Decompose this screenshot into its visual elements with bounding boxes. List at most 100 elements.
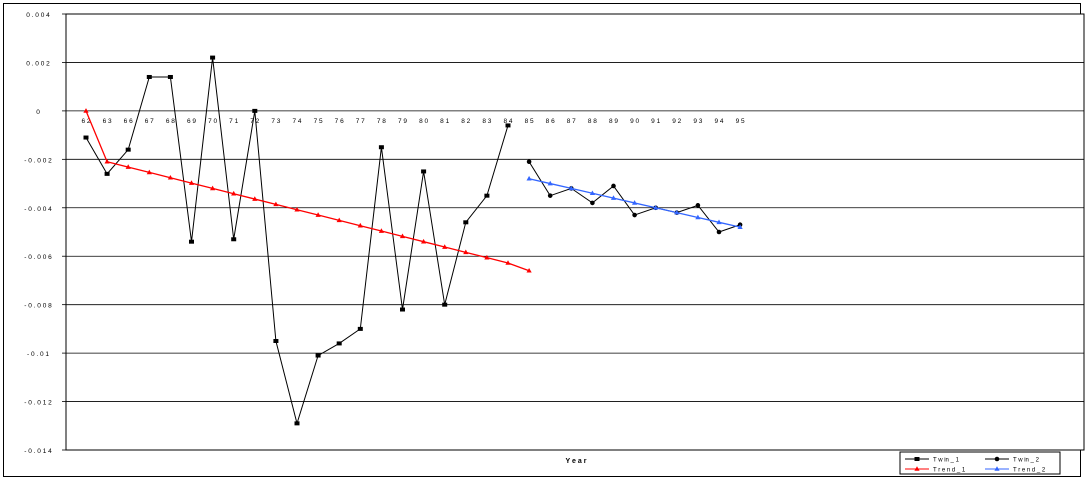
data-point [737, 224, 743, 229]
legend-marker [994, 466, 1000, 471]
y-tick-label: - 0 . 0 0 4 [24, 206, 52, 213]
data-point [189, 239, 194, 244]
data-point [357, 222, 363, 228]
x-tick-label: 9 2 [672, 118, 681, 125]
legend-item: T r e n d _ 1 [905, 466, 966, 474]
data-point [315, 212, 321, 217]
x-tick-label: 6 8 [166, 118, 175, 125]
data-point [125, 164, 131, 169]
legend-box [899, 451, 1061, 475]
x-tick-label: 6 9 [187, 118, 196, 125]
data-point [146, 169, 152, 175]
data-point [611, 183, 616, 189]
x-tick-label: 8 0 [419, 118, 428, 125]
x-tick-label: 8 2 [461, 118, 470, 125]
data-point [188, 180, 195, 185]
data-point [568, 185, 574, 191]
data-point [484, 254, 490, 260]
data-point [442, 302, 448, 307]
data-point [421, 169, 427, 174]
legend-label: T r e n d _ 1 [933, 468, 966, 474]
x-tick-label: 9 1 [651, 118, 660, 125]
x-tick-label: 7 4 [292, 118, 301, 125]
data-point [505, 123, 511, 128]
y-axis-tick-labels: 0 . 0 0 4 0 . 0 0 2 0 - 0 . 0 0 2 - 0 . 0 0 … [24, 12, 52, 455]
x-tick-label: 9 4 [714, 118, 723, 125]
data-point [653, 204, 659, 210]
y-tick-label: - 0 . 0 0 6 [24, 254, 52, 261]
legend: T w in _ 1 T w in _ 2 T r e n d _ 1 T r e n… [899, 451, 1061, 475]
x-tick-label: 7 6 [335, 118, 344, 125]
data-point [547, 180, 553, 186]
x-tick-label: 9 5 [736, 118, 745, 125]
series-1 [83, 55, 511, 426]
x-tick-label: 6 3 [103, 118, 112, 125]
data-point [104, 158, 110, 164]
data-point [167, 174, 173, 180]
x-tick-label: 7 3 [271, 118, 280, 125]
data-point [590, 200, 595, 206]
data-point [273, 201, 279, 207]
legend-item: T r e n d _ 2 [985, 466, 1046, 474]
x-tick-label: 7 8 [377, 118, 386, 125]
x-tick-label: 7 1 [229, 118, 238, 125]
x-tick-label: 9 0 [630, 118, 639, 125]
data-point [146, 74, 152, 79]
data-point [231, 190, 237, 196]
data-point [336, 217, 342, 223]
data-point [252, 196, 258, 201]
x-tick-label: 6 6 [124, 118, 133, 125]
data-point [463, 249, 469, 255]
x-tick-label: 8 4 [503, 118, 512, 125]
data-point [674, 209, 680, 215]
y-tick-label: - 0 . 0 0 8 [24, 303, 52, 310]
x-axis-tick-labels: 6 2 6 3 6 6 6 7 6 8 6 9 7 0 7 1 7 2 7 3 7 4 7 5 7 6 7… [81, 118, 745, 125]
x-tick-label: 9 3 [693, 118, 702, 125]
y-tick-label: - 0 . 0 1 2 [24, 400, 52, 407]
data-point [357, 326, 363, 331]
y-tick-label: 0 [36, 109, 40, 116]
y-tick-label: - 0 . 0 1 4 [24, 448, 52, 455]
plot-area [65, 13, 1085, 451]
data-point [83, 108, 89, 113]
y-tick-label: 0 . 0 0 4 [26, 12, 50, 19]
x-tick-label: 7 2 [250, 118, 259, 125]
x-tick-label: 6 7 [145, 118, 154, 125]
data-point [547, 193, 553, 198]
legend-marker [994, 456, 1000, 462]
legend-label: T w in _ 2 [1013, 458, 1040, 464]
gridlines [62, 13, 1084, 451]
data-point [421, 238, 427, 244]
data-point [104, 171, 110, 176]
data-point [632, 212, 637, 218]
data-point [125, 147, 131, 152]
x-tick-label: 8 7 [567, 118, 576, 125]
x-tick-label: 8 3 [482, 118, 491, 125]
data-point [273, 339, 279, 343]
data-point [294, 421, 300, 426]
x-tick-label: 8 1 [440, 118, 449, 125]
legend-marker [914, 457, 920, 461]
series-3 [83, 108, 532, 273]
data-point [399, 233, 406, 239]
legend-label: T r e n d _ 2 [1013, 468, 1046, 474]
data-point [167, 74, 173, 79]
data-point [716, 229, 722, 235]
data-point [378, 145, 384, 150]
y-tick-label: - 0 . 0 1 [27, 351, 49, 358]
data-point [526, 175, 532, 181]
data-point [632, 200, 638, 205]
data-point [294, 206, 300, 212]
x-tick-label: 8 9 [609, 118, 618, 125]
x-tick-label: 7 7 [356, 118, 365, 125]
data-point [716, 219, 722, 225]
data-point [252, 108, 258, 113]
data-point [695, 214, 701, 220]
data-point [442, 244, 448, 249]
data-point [505, 260, 511, 265]
data-point [231, 237, 237, 242]
legend-item: T w in _ 1 [905, 457, 960, 464]
y-tick-label: - 0 . 0 0 2 [24, 157, 52, 164]
x-tick-label: 7 5 [314, 118, 323, 125]
